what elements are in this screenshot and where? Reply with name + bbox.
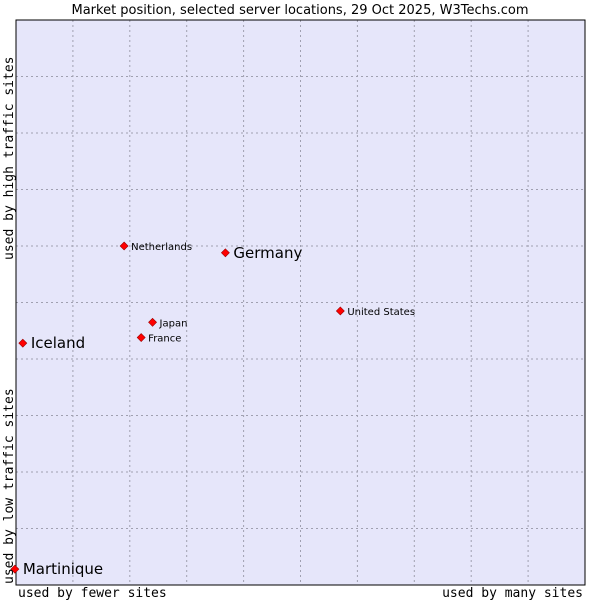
x-axis-label-right: used by many sites [442, 586, 583, 600]
chart-title: Market position, selected server locatio… [71, 3, 528, 18]
point-marker-united-states [335, 306, 345, 316]
point-marker-germany [220, 248, 230, 258]
y-axis-label-high: used by high traffic sites [2, 57, 17, 261]
point-marker-japan [148, 317, 157, 327]
point-marker-netherlands [119, 241, 129, 251]
point-label-united-states: United States [347, 307, 415, 318]
grid-lines [16, 20, 585, 585]
x-axis-label-left: used by fewer sites [18, 586, 167, 600]
point-label-iceland: Iceland [31, 334, 85, 352]
point-label-martinique: Martinique [23, 560, 103, 578]
data-points: Netherlands Germany United States Japan Fran… [10, 241, 415, 578]
point-label-netherlands: Netherlands [131, 242, 192, 253]
point-label-germany: Germany [233, 244, 302, 262]
plot-frame [15, 19, 586, 586]
point-label-france: France [148, 334, 181, 345]
point-marker-iceland [18, 338, 28, 348]
point-label-japan: Japan [159, 318, 188, 329]
y-axis-label-low: used by low traffic sites [2, 388, 17, 584]
point-marker-france [136, 333, 146, 342]
point-marker-martinique [10, 564, 20, 574]
